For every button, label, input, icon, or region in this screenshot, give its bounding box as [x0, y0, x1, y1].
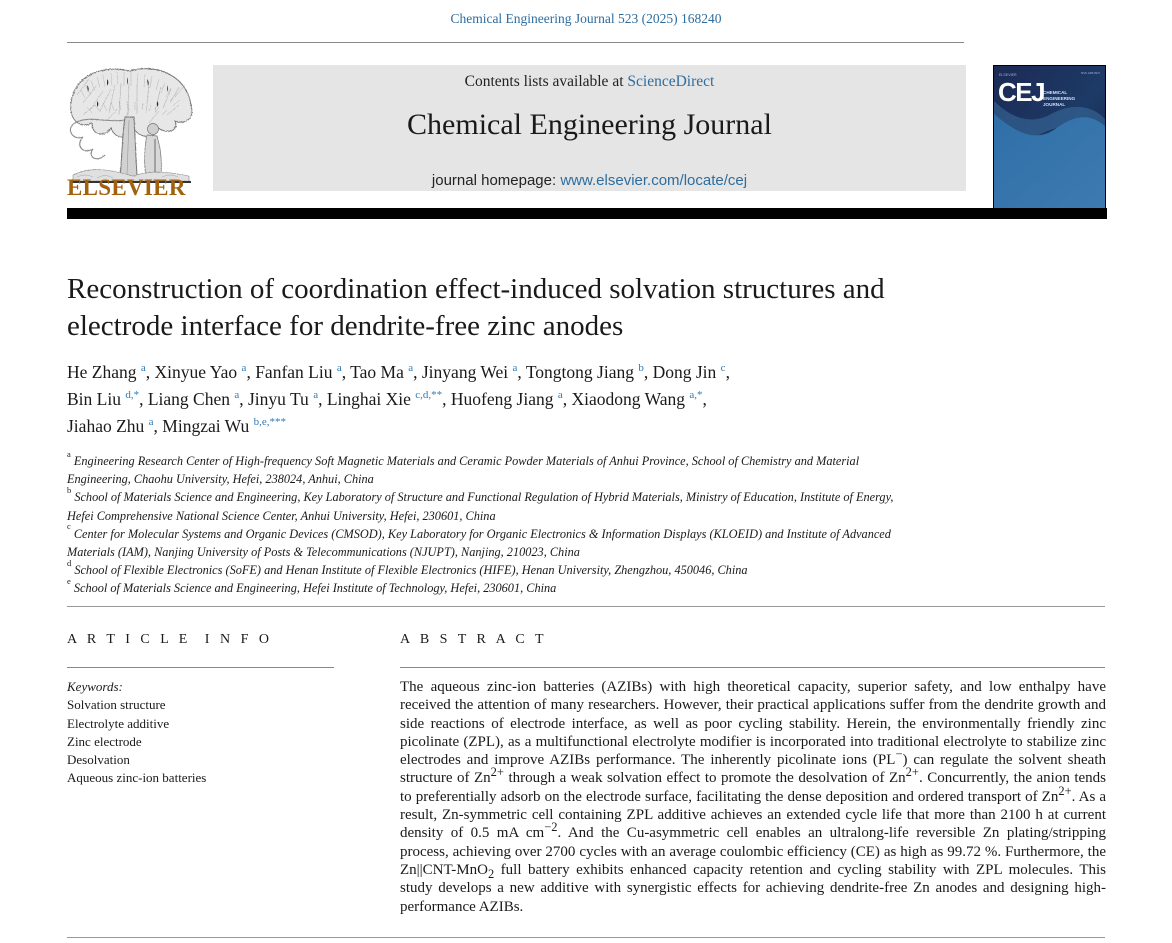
- svg-text:ISSN 1385-8947: ISSN 1385-8947: [1081, 71, 1101, 75]
- svg-text:ENGINEERING: ENGINEERING: [1043, 96, 1076, 101]
- svg-text:CEJ: CEJ: [998, 77, 1044, 107]
- svg-text:CHEMICAL: CHEMICAL: [1043, 90, 1067, 95]
- svg-text:JOURNAL: JOURNAL: [1043, 102, 1065, 107]
